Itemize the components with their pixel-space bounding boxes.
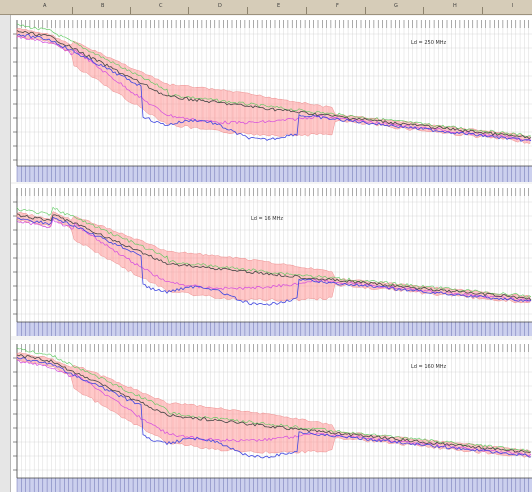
series-green xyxy=(16,23,532,137)
plot-background xyxy=(11,184,532,336)
chart-panel-1[interactable]: Ld = 250 MHz xyxy=(11,16,532,182)
spreadsheet-row-header-strip xyxy=(0,15,11,492)
column-separator xyxy=(188,7,189,14)
spread-band xyxy=(16,28,531,144)
series-dark xyxy=(16,213,532,301)
column-separator xyxy=(130,7,131,14)
column-header-i[interactable]: I xyxy=(512,3,514,9)
column-header-c[interactable]: C xyxy=(159,3,163,9)
series-dark xyxy=(16,30,532,140)
series-blue xyxy=(16,216,532,306)
column-header-a[interactable]: A xyxy=(43,3,47,9)
series-blue xyxy=(16,356,532,459)
series-green xyxy=(16,347,532,453)
column-header-d[interactable]: D xyxy=(218,3,222,9)
panel-label: Ld = 16 MHz xyxy=(251,216,283,222)
column-separator xyxy=(423,7,424,14)
spreadsheet-column-header-bar: A B C D E F G H I xyxy=(0,0,532,15)
column-header-e[interactable]: E xyxy=(277,3,281,9)
chart-panel-3-svg: Ld = 160 MHz xyxy=(11,340,532,492)
chart-panel-1-svg: Ld = 250 MHz xyxy=(11,16,532,182)
chart-panel-3[interactable]: Ld = 160 MHz xyxy=(11,340,532,492)
panel-label: Ld = 250 MHz xyxy=(411,40,447,46)
panel-label: Ld = 160 MHz xyxy=(411,364,447,370)
series-dark xyxy=(16,354,532,454)
spread-band xyxy=(16,352,531,459)
column-header-f[interactable]: F xyxy=(336,3,339,9)
chart-panel-2-svg: Ld = 16 MHz xyxy=(11,184,532,336)
column-header-b[interactable]: B xyxy=(101,3,105,9)
series-blue xyxy=(16,33,532,142)
column-header-g[interactable]: G xyxy=(394,3,398,9)
chart-panel-2[interactable]: Ld = 16 MHz xyxy=(11,184,532,336)
column-separator xyxy=(482,7,483,14)
column-separator xyxy=(365,7,366,14)
column-separator xyxy=(306,7,307,14)
column-separator xyxy=(247,7,248,14)
series-magenta xyxy=(16,35,532,142)
column-header-h[interactable]: H xyxy=(453,3,457,9)
column-separator xyxy=(72,7,73,14)
series-green xyxy=(16,206,532,298)
